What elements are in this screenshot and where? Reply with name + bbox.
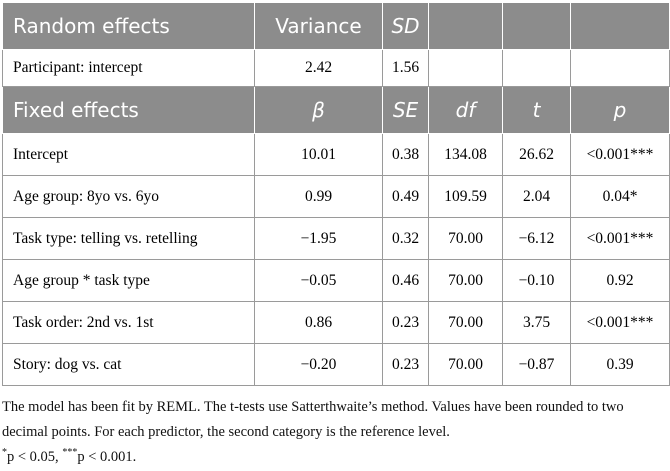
table-row: Task type: telling vs. retelling −1.95 0.3…: [2, 217, 670, 260]
t-value: 2.04: [502, 175, 571, 218]
df-value: 70.00: [428, 301, 503, 344]
se-column-header: SE: [382, 86, 429, 134]
se-value: 0.38: [382, 133, 429, 176]
table-row: Task order: 2nd vs. 1st 0.86 0.23 70.00 3.75…: [2, 301, 670, 344]
random-effects-header-row: Random effects Variance SD: [2, 2, 670, 50]
beta-column-header: β: [254, 86, 383, 134]
sig-marker-single: *: [2, 447, 7, 459]
predictor-label: Story: dog vs. cat: [2, 343, 255, 386]
predictor-label: Task order: 2nd vs. 1st: [2, 301, 255, 344]
t-value: −0.10: [502, 259, 571, 302]
empty-cell: [502, 49, 571, 87]
df-value: 70.00: [428, 217, 503, 260]
predictor-label: Age group: 8yo vs. 6yo: [2, 175, 255, 218]
p-column-header: p: [570, 86, 670, 134]
t-value: −6.12: [502, 217, 571, 260]
predictor-label: Age group * task type: [2, 259, 255, 302]
df-column-header: df: [428, 86, 503, 134]
variance-column-header: Variance: [254, 2, 383, 50]
t-value: 26.62: [502, 133, 571, 176]
se-value: 0.32: [382, 217, 429, 260]
model-results-table: Random effects Variance SD Participant: …: [2, 2, 670, 386]
se-value: 0.23: [382, 301, 429, 344]
significance-note: *p < 0.05, ***p < 0.001.: [2, 445, 666, 470]
sig-marker-triple: ***: [62, 447, 78, 459]
table-footnotes: The model has been fit by REML. The t-te…: [2, 395, 666, 470]
beta-value: −1.95: [254, 217, 383, 260]
sig-text-triple: p < 0.001.: [77, 449, 137, 465]
t-value: 3.75: [502, 301, 571, 344]
predictor-label: Task type: telling vs. retelling: [2, 217, 255, 260]
beta-value: −0.20: [254, 343, 383, 386]
se-value: 0.46: [382, 259, 429, 302]
empty-header-cell: [570, 2, 670, 50]
sd-value: 1.56: [382, 49, 429, 87]
predictor-label: Intercept: [2, 133, 255, 176]
p-value: 0.04*: [570, 175, 670, 218]
beta-value: 0.86: [254, 301, 383, 344]
df-value: 70.00: [428, 259, 503, 302]
method-note: The model has been fit by REML. The t-te…: [2, 399, 624, 440]
variance-value: 2.42: [254, 49, 383, 87]
fixed-effects-header-row: Fixed effects β SE df t p: [2, 86, 670, 134]
se-value: 0.23: [382, 343, 429, 386]
t-column-header: t: [502, 86, 571, 134]
empty-header-cell: [502, 2, 571, 50]
p-value: <0.001***: [570, 133, 670, 176]
p-value: 0.92: [570, 259, 670, 302]
beta-value: 0.99: [254, 175, 383, 218]
fixed-effects-heading: Fixed effects: [2, 86, 255, 134]
table-row: Intercept 10.01 0.38 134.08 26.62 <0.001***: [2, 133, 670, 176]
random-effects-row: Participant: intercept 2.42 1.56: [2, 49, 670, 87]
empty-cell: [428, 49, 503, 87]
random-effects-heading: Random effects: [2, 2, 255, 50]
table-row: Age group * task type −0.05 0.46 70.00 −0.10…: [2, 259, 670, 302]
p-value: <0.001***: [570, 217, 670, 260]
df-value: 109.59: [428, 175, 503, 218]
p-value: 0.39: [570, 343, 670, 386]
empty-header-cell: [428, 2, 503, 50]
empty-cell: [570, 49, 670, 87]
fixed-effects-body: Intercept 10.01 0.38 134.08 26.62 <0.001*** Ag…: [2, 133, 670, 386]
t-value: −0.87: [502, 343, 571, 386]
se-value: 0.49: [382, 175, 429, 218]
table-row: Story: dog vs. cat −0.20 0.23 70.00 −0.87 0.3…: [2, 343, 670, 386]
df-value: 134.08: [428, 133, 503, 176]
beta-value: −0.05: [254, 259, 383, 302]
df-value: 70.00: [428, 343, 503, 386]
beta-value: 10.01: [254, 133, 383, 176]
sd-column-header: SD: [382, 2, 429, 50]
sig-text-single: p < 0.05,: [7, 449, 63, 465]
random-effect-label: Participant: intercept: [2, 49, 255, 87]
p-value: <0.001***: [570, 301, 670, 344]
table-row: Age group: 8yo vs. 6yo 0.99 0.49 109.59 2.04…: [2, 175, 670, 218]
